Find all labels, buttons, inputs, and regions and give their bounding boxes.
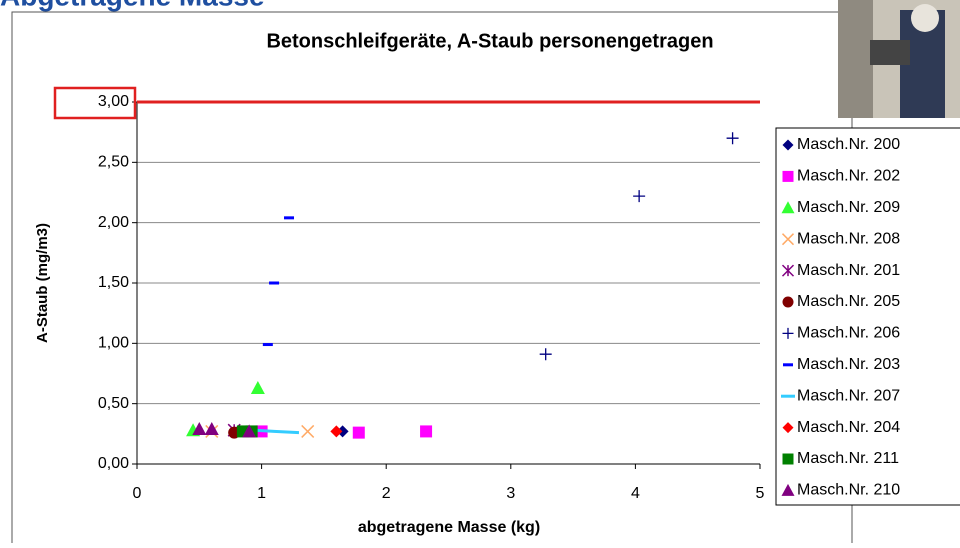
y-tick-label: 0,50	[98, 395, 129, 412]
y-tick-label: 0,00	[98, 455, 129, 472]
legend-label: Masch.Nr. 201	[797, 262, 900, 279]
point	[330, 425, 343, 438]
y-tick-label: 1,50	[98, 274, 129, 291]
point	[782, 170, 794, 182]
photo	[838, 0, 960, 118]
point	[781, 264, 795, 277]
point	[633, 190, 646, 203]
point	[783, 363, 793, 367]
photo-helmet	[911, 4, 939, 32]
y-tick-label: 2,50	[98, 154, 129, 171]
point	[539, 348, 552, 361]
point	[284, 216, 295, 220]
x-tick-label: 3	[506, 485, 515, 502]
point	[782, 327, 794, 339]
y-tick-label: 2,00	[98, 214, 129, 231]
point	[782, 139, 794, 151]
x-tick-label: 1	[257, 485, 266, 502]
point	[242, 424, 257, 438]
point	[781, 483, 795, 496]
y-tick-label: 3,00	[98, 93, 129, 110]
legend-label: Masch.Nr. 204	[797, 419, 900, 436]
legend-label: Masch.Nr. 205	[797, 293, 900, 310]
legend-box	[775, 127, 960, 506]
legend-label: Masch.Nr. 207	[797, 387, 900, 404]
legend-label: Masch.Nr. 203	[797, 356, 900, 373]
y-tick-label: 1,00	[98, 335, 129, 352]
x-tick-label: 5	[756, 485, 765, 502]
point	[204, 422, 219, 436]
x-tick-label: 0	[133, 485, 142, 502]
legend-label: Masch.Nr. 206	[797, 325, 900, 342]
point	[782, 453, 794, 465]
x-axis-label: abgetragene Masse (kg)	[358, 519, 540, 536]
legend-label: Masch.Nr. 208	[797, 230, 900, 247]
x-tick-label: 2	[382, 485, 391, 502]
point	[192, 422, 207, 436]
point	[782, 422, 794, 434]
point	[352, 426, 365, 439]
point	[781, 201, 795, 214]
legend-label: Masch.Nr. 200	[797, 136, 900, 153]
x-tick-label: 4	[631, 485, 640, 502]
page-heading: Abgetragene Masse	[0, 0, 265, 11]
point	[336, 425, 349, 438]
plot-area: 0,00 0,50 1,00 1,50 2,00 2,50 3,00 0 1 2 3 4 5	[98, 93, 765, 502]
point	[726, 132, 739, 145]
point	[781, 233, 795, 246]
chart-title: Betonschleifgeräte, A-Staub personengetr…	[266, 30, 713, 52]
series-line	[255, 428, 300, 435]
legend-label: Masch.Nr. 210	[797, 482, 900, 499]
point	[782, 296, 794, 308]
legend: Masch.Nr. 200 Masch.Nr. 202 Masch.Nr. 209 M…	[775, 127, 960, 506]
photo-wall	[838, 0, 873, 118]
legend-label: Masch.Nr. 211	[797, 450, 899, 467]
point	[250, 380, 265, 394]
legend-label: Masch.Nr. 202	[797, 168, 900, 185]
limit-highlight-box	[53, 86, 137, 120]
point	[262, 343, 273, 347]
photo-grinder	[870, 40, 910, 65]
legend-label: Masch.Nr. 209	[797, 199, 900, 216]
y-axis-label: A-Staub (mg/m3)	[34, 223, 51, 343]
point	[301, 424, 315, 438]
chart-frame	[11, 11, 853, 548]
point	[420, 425, 433, 438]
point	[269, 281, 280, 285]
